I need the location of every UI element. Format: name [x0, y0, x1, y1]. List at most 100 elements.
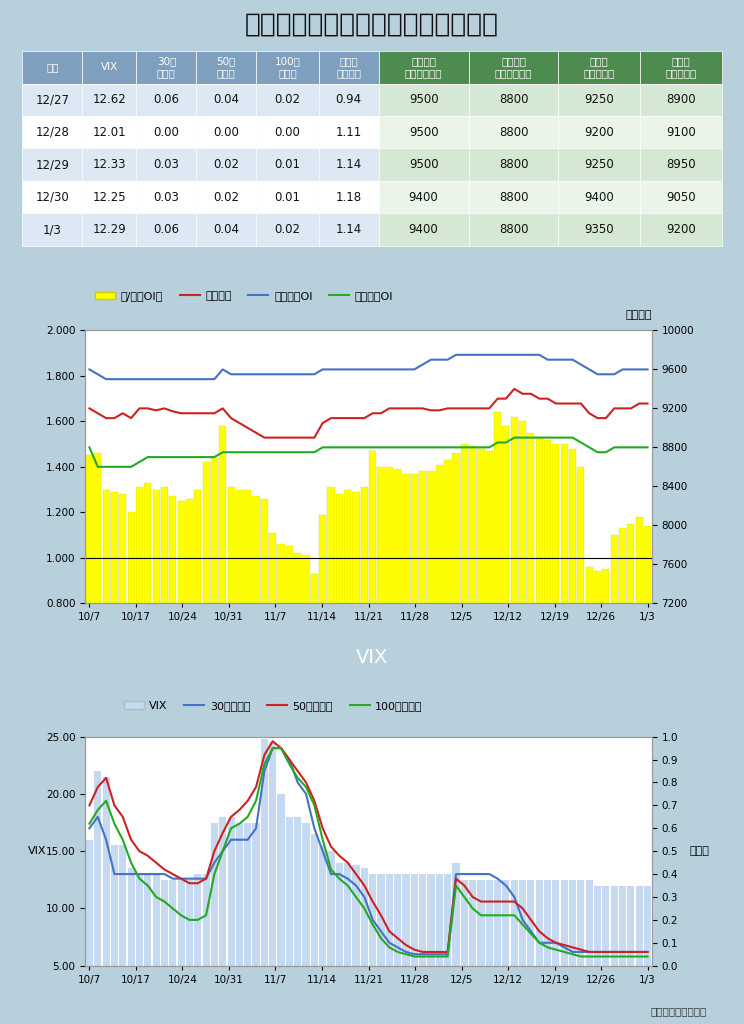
Text: 9500: 9500 — [408, 158, 438, 171]
Bar — [144, 874, 151, 1023]
Bar — [327, 487, 335, 785]
Bar — [244, 822, 251, 1023]
Text: 8800: 8800 — [498, 126, 528, 139]
Bar — [103, 489, 109, 785]
Text: 12.29: 12.29 — [92, 223, 126, 237]
Bar — [411, 874, 418, 1023]
Bar — [318, 181, 379, 213]
Bar — [196, 51, 256, 84]
Bar — [469, 181, 559, 213]
Bar — [303, 822, 310, 1023]
Bar — [169, 497, 176, 785]
Bar — [278, 794, 284, 1023]
Bar — [519, 880, 526, 1023]
Bar — [86, 456, 93, 785]
Text: 0.00: 0.00 — [153, 126, 179, 139]
Bar — [353, 865, 359, 1023]
Bar — [196, 84, 256, 116]
Bar — [644, 886, 651, 1023]
Bar — [611, 886, 618, 1023]
Bar — [619, 528, 626, 785]
Bar — [386, 874, 393, 1023]
Bar — [611, 535, 618, 785]
Bar — [502, 880, 510, 1023]
Bar — [161, 487, 168, 785]
Text: 8900: 8900 — [666, 93, 696, 106]
Bar — [469, 213, 559, 246]
Text: 0.02: 0.02 — [275, 93, 301, 106]
Bar — [379, 213, 469, 246]
Bar — [86, 840, 93, 1023]
Bar — [428, 471, 434, 785]
Text: 0.02: 0.02 — [214, 158, 240, 171]
Bar — [635, 517, 643, 785]
Text: 12/28: 12/28 — [36, 126, 69, 139]
Text: 12/29: 12/29 — [35, 158, 69, 171]
Bar — [469, 148, 559, 181]
Text: 9400: 9400 — [408, 190, 438, 204]
Bar — [228, 487, 234, 785]
Bar — [22, 116, 83, 148]
Bar — [552, 880, 559, 1023]
Bar — [219, 817, 226, 1023]
Bar — [394, 469, 401, 785]
Text: 100日
百分位: 100日 百分位 — [275, 56, 301, 78]
Bar — [22, 181, 83, 213]
Bar — [577, 880, 585, 1023]
Bar — [303, 555, 310, 785]
Text: 0.06: 0.06 — [153, 93, 179, 106]
Bar — [136, 84, 196, 116]
Bar — [559, 116, 640, 148]
Bar — [256, 84, 318, 116]
Text: 9200: 9200 — [585, 126, 614, 139]
Text: 0.04: 0.04 — [214, 223, 240, 237]
Bar — [361, 487, 368, 785]
Text: 12/27: 12/27 — [35, 93, 69, 106]
Bar — [127, 512, 135, 785]
Bar — [269, 742, 276, 1023]
Bar — [83, 84, 136, 116]
Text: 12/30: 12/30 — [36, 190, 69, 204]
Bar — [178, 501, 185, 785]
Bar — [294, 553, 301, 785]
Bar — [211, 458, 218, 785]
Bar — [194, 489, 202, 785]
Bar — [510, 880, 518, 1023]
Bar — [169, 880, 176, 1023]
Bar — [561, 880, 568, 1023]
Bar — [286, 817, 293, 1023]
Bar — [194, 874, 202, 1023]
Text: 選擇權波動率指數與賣買權未平倉比: 選擇權波動率指數與賣買權未平倉比 — [245, 11, 499, 38]
Text: 8950: 8950 — [666, 158, 696, 171]
Text: 9100: 9100 — [666, 126, 696, 139]
Bar — [594, 886, 601, 1023]
Bar — [22, 148, 83, 181]
Text: 12.33: 12.33 — [92, 158, 126, 171]
Bar — [586, 567, 593, 785]
Bar — [202, 462, 210, 785]
Bar — [318, 148, 379, 181]
Bar — [136, 51, 196, 84]
Bar — [635, 886, 643, 1023]
Text: 9250: 9250 — [585, 93, 614, 106]
Text: 0.06: 0.06 — [153, 223, 179, 237]
Bar — [486, 880, 493, 1023]
Bar — [202, 874, 210, 1023]
Bar — [627, 523, 635, 785]
Bar — [403, 474, 409, 785]
Bar — [196, 148, 256, 181]
Bar — [256, 51, 318, 84]
Bar — [111, 492, 118, 785]
Bar — [640, 213, 722, 246]
Text: 0.00: 0.00 — [214, 126, 240, 139]
Text: 1/3: 1/3 — [43, 223, 62, 237]
Bar — [186, 880, 193, 1023]
Bar — [196, 116, 256, 148]
Bar — [136, 181, 196, 213]
Bar — [494, 880, 501, 1023]
Bar — [83, 148, 136, 181]
Bar — [561, 444, 568, 785]
Bar — [319, 846, 326, 1023]
Bar — [311, 573, 318, 785]
Bar — [119, 846, 126, 1023]
